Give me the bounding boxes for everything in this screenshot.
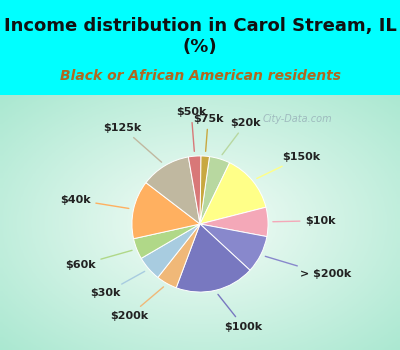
Text: City-Data.com: City-Data.com (263, 114, 332, 124)
Text: $40k: $40k (60, 195, 129, 209)
Wedge shape (200, 163, 266, 224)
Text: Black or African American residents: Black or African American residents (60, 69, 340, 83)
Wedge shape (141, 224, 200, 278)
Text: $60k: $60k (65, 250, 132, 270)
Wedge shape (146, 157, 200, 224)
Text: $20k: $20k (222, 118, 261, 155)
Wedge shape (188, 156, 201, 224)
Text: $30k: $30k (90, 271, 145, 298)
Text: $10k: $10k (273, 216, 336, 226)
Text: $125k: $125k (104, 123, 162, 162)
Text: $75k: $75k (193, 114, 224, 151)
Wedge shape (158, 224, 200, 288)
Text: $200k: $200k (110, 287, 164, 321)
Wedge shape (132, 183, 200, 239)
Text: $100k: $100k (218, 294, 262, 331)
Wedge shape (176, 224, 250, 292)
Wedge shape (200, 224, 267, 270)
Text: Income distribution in Carol Stream, IL
(%): Income distribution in Carol Stream, IL … (4, 17, 396, 56)
Wedge shape (200, 156, 210, 224)
Text: > $200k: > $200k (265, 256, 352, 280)
Text: $50k: $50k (176, 107, 206, 151)
Wedge shape (134, 224, 200, 258)
Wedge shape (200, 156, 230, 224)
Text: $150k: $150k (257, 152, 320, 178)
Wedge shape (200, 207, 268, 237)
